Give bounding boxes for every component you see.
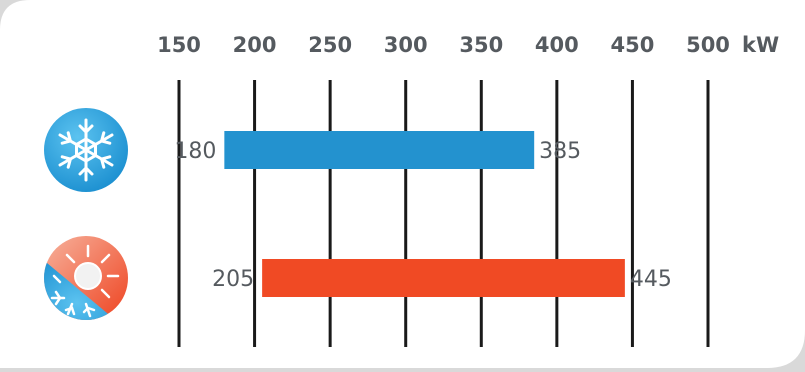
gridlines [177,80,710,347]
range-bars: 180 385 205 445 [174,131,672,297]
tick-label: 300 [384,33,428,57]
tick-label: 400 [535,33,579,57]
tick-label: 150 [157,33,201,57]
tick-label: 200 [233,33,277,57]
tick-label: 500 [686,33,730,57]
range-end-label: 445 [630,267,672,292]
range-start-label: 180 [174,139,216,164]
tick-label: 250 [308,33,352,57]
tick-label: 350 [459,33,503,57]
unit-label: kW [742,33,779,57]
tick-labels: 150 200 250 300 350 400 450 500 [157,33,730,57]
snowflake-icon [44,108,128,192]
tick-label: 450 [611,33,655,57]
range-bar [262,259,625,297]
range-end-label: 385 [539,139,581,164]
range-start-label: 205 [212,267,254,292]
range-bar [224,131,535,169]
